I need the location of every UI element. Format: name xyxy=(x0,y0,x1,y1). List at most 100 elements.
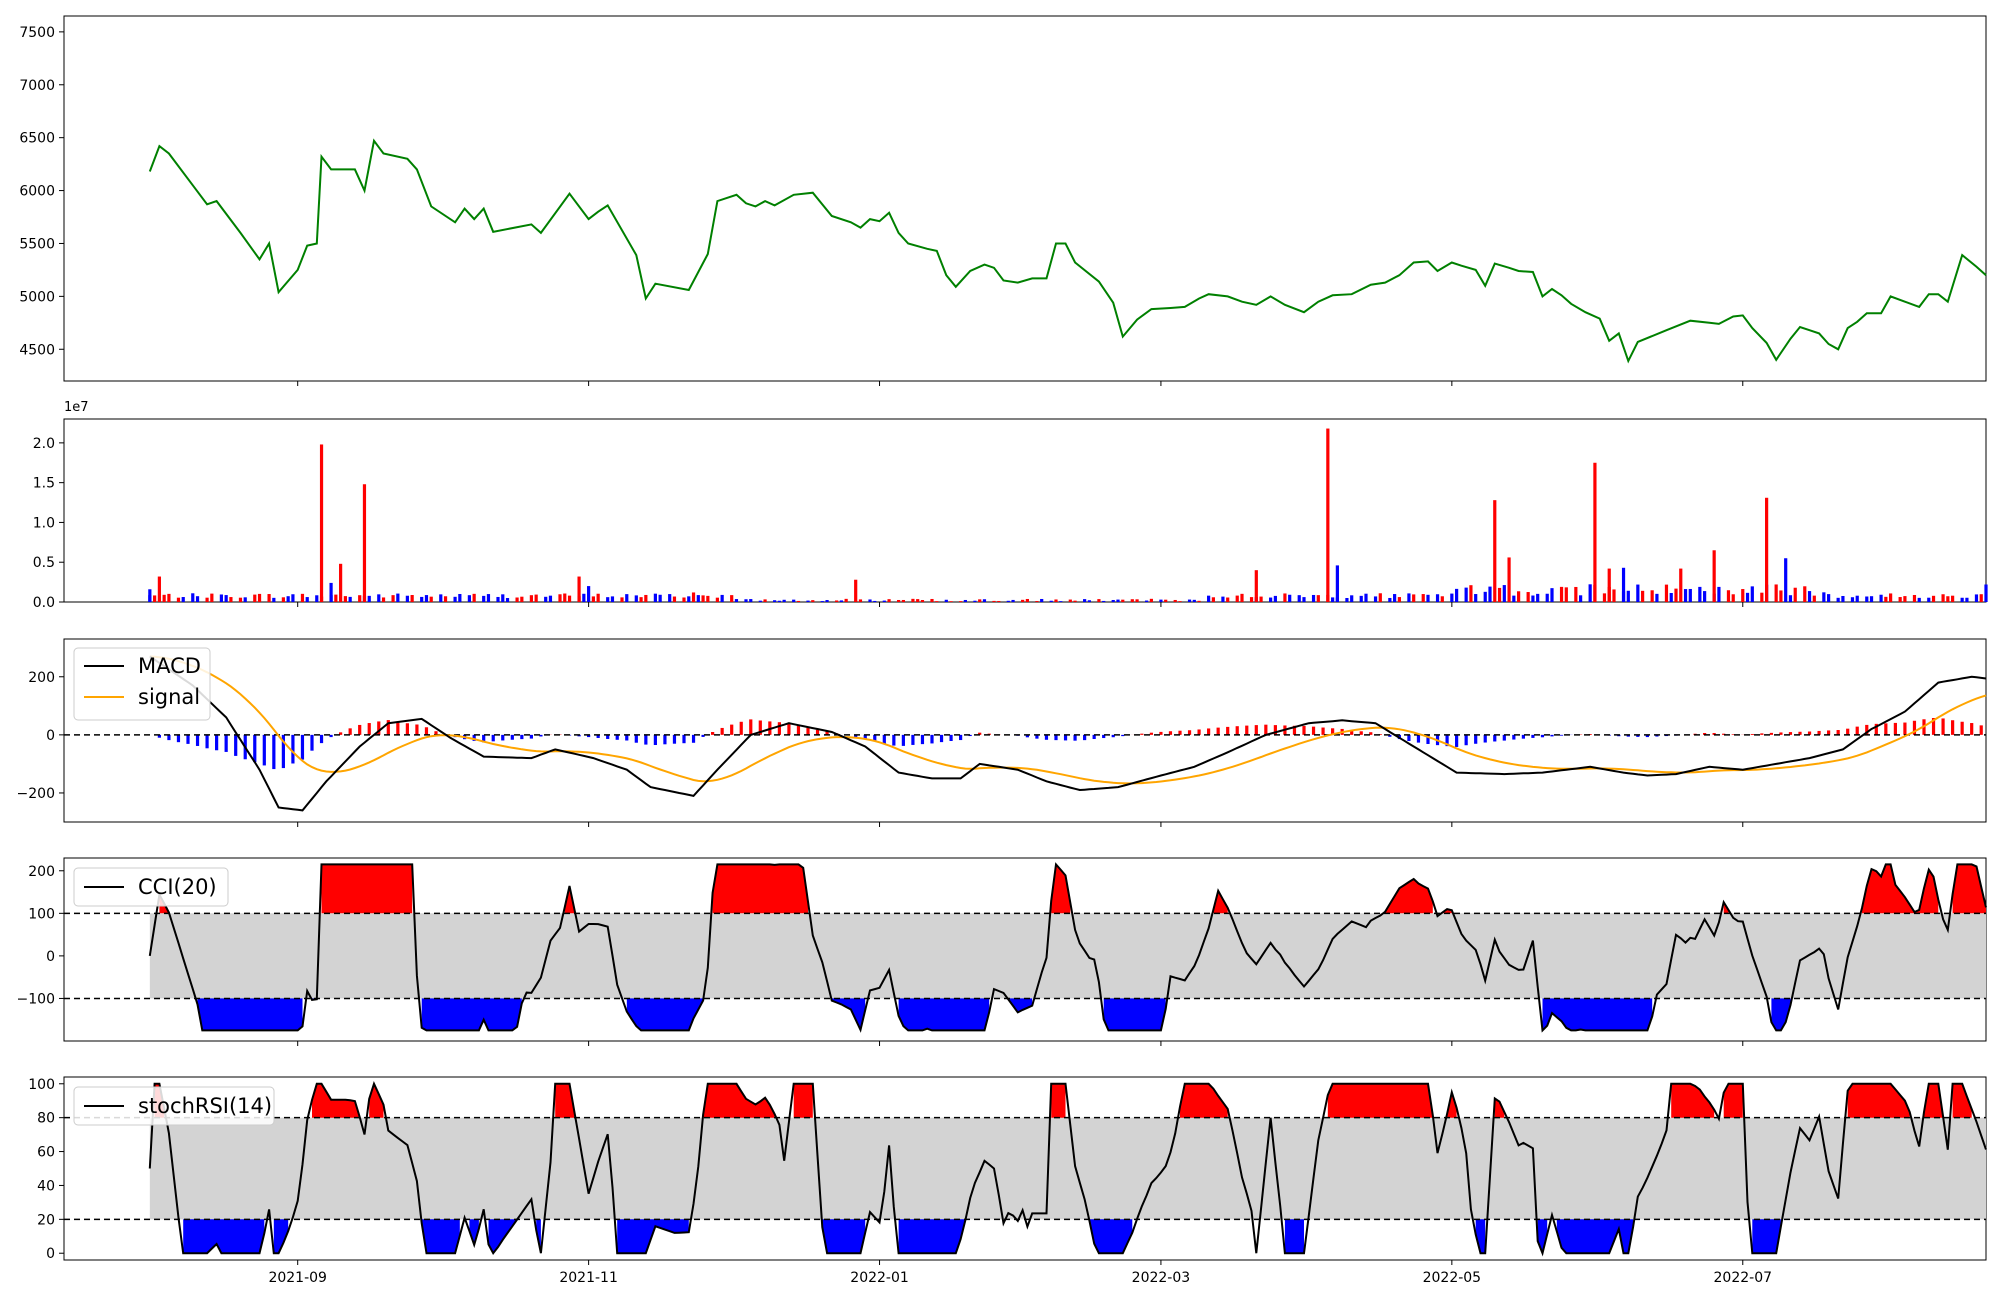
macd-histogram-bar xyxy=(1855,726,1859,735)
volume-bar xyxy=(1917,597,1921,602)
macd-histogram-bar xyxy=(596,734,600,738)
macd-histogram-bar xyxy=(787,722,791,735)
volume-bar xyxy=(997,600,1001,602)
volume-bar xyxy=(897,599,901,602)
macd-histogram-bar xyxy=(930,734,934,744)
volume-bar xyxy=(1979,594,1983,602)
volume-bar xyxy=(1741,589,1745,602)
volume-bar xyxy=(567,595,572,602)
macd-histogram-bar xyxy=(730,724,734,735)
cci-oversold-fill xyxy=(421,998,522,1031)
volume-bar xyxy=(472,593,476,602)
macd-histogram-bar xyxy=(1588,734,1592,735)
volume-bar xyxy=(1283,593,1287,602)
volume-ytick-label: 0.0 xyxy=(33,595,55,611)
volume-bar xyxy=(1097,599,1101,602)
volume-bar xyxy=(1412,594,1416,602)
macd-histogram-bar xyxy=(300,734,305,760)
volume-bar xyxy=(782,599,786,602)
cci-overbought-fill xyxy=(321,864,413,914)
macd-histogram-bar xyxy=(262,734,266,766)
cci-oversold-fill xyxy=(197,998,303,1031)
volume-bar xyxy=(424,595,429,602)
macd-histogram-bar xyxy=(1063,734,1068,741)
macd-panel: −200 0 200 MACD signal xyxy=(17,638,1987,827)
volume-bar xyxy=(1726,590,1731,602)
macd-histogram-bar xyxy=(167,734,171,741)
volume-bar xyxy=(658,594,662,602)
volume-bar xyxy=(1588,584,1592,602)
macd-histogram-bar xyxy=(348,728,352,735)
macd-histogram-bar xyxy=(587,734,591,738)
stochrsi-legend-label: stochRSI(14) xyxy=(138,1094,272,1118)
stochrsi-overbought-fill xyxy=(1447,1092,1457,1118)
volume-bar xyxy=(1192,599,1196,602)
volume-bar xyxy=(1655,593,1659,602)
volume-bar xyxy=(1669,593,1673,602)
stochrsi-oversold-fill xyxy=(617,1219,689,1254)
macd-histogram-bar xyxy=(1292,725,1297,735)
volume-bar xyxy=(959,601,963,602)
volume-bar xyxy=(1054,599,1058,602)
macd-histogram-bar xyxy=(825,731,829,735)
volume-bar xyxy=(381,597,386,602)
volume-bar xyxy=(587,586,591,602)
x-tick-label: 2022-07 xyxy=(1714,1270,1773,1286)
volume-bar xyxy=(1931,595,1936,602)
volume-bar xyxy=(319,444,324,602)
macd-histogram-bar xyxy=(482,734,486,743)
cci-legend-label: CCI(20) xyxy=(138,875,217,899)
volume-bar xyxy=(682,597,686,602)
volume-frame xyxy=(63,418,1987,603)
volume-bar xyxy=(1855,595,1859,602)
volume-bar xyxy=(1135,599,1139,602)
volume-bar xyxy=(520,596,524,602)
volume-bar xyxy=(1335,565,1339,602)
volume-panel: 0.0 0.5 1.0 1.5 2.0 1e7 xyxy=(33,400,1988,611)
volume-bar xyxy=(1951,595,1955,602)
volume-bar xyxy=(1903,596,1907,602)
volume-bar xyxy=(1249,597,1254,602)
volume-bar xyxy=(1745,592,1750,602)
cci-band xyxy=(149,913,1986,999)
volume-bar xyxy=(362,484,367,602)
cci-overbought-fill xyxy=(1385,879,1433,914)
volume-bar xyxy=(1703,591,1707,602)
stochrsi-ytick-label: 100 xyxy=(28,1077,55,1093)
volume-bar xyxy=(1545,593,1549,602)
volume-bar xyxy=(935,601,939,602)
volume-bar xyxy=(205,597,209,602)
volume-bar xyxy=(1226,597,1230,602)
macd-histogram-bar xyxy=(1359,731,1363,735)
macd-histogram-bar xyxy=(329,734,333,738)
macd-histogram-bar xyxy=(1168,731,1173,735)
macd-histogram-bar xyxy=(1321,727,1325,735)
macd-histogram-bar xyxy=(1712,733,1716,735)
macd-frame xyxy=(63,638,1987,823)
macd-histogram-bar xyxy=(739,721,743,735)
volume-offset-label: 1e7 xyxy=(64,400,89,415)
volume-bar xyxy=(153,595,157,602)
volume-bar xyxy=(1712,550,1716,602)
volume-bar xyxy=(1011,599,1015,602)
macd-histogram-bar xyxy=(224,734,228,752)
stochrsi-oversold-fill xyxy=(1089,1219,1133,1254)
volume-bar xyxy=(1812,595,1816,602)
volume-bar xyxy=(224,595,228,602)
macd-histogram-bar xyxy=(701,734,705,737)
volume-bar xyxy=(1450,593,1454,602)
volume-bar xyxy=(1474,594,1478,602)
volume-bar xyxy=(901,599,905,602)
macd-histogram-bar xyxy=(1502,734,1506,741)
volume-bar xyxy=(181,597,185,602)
macd-histogram-bar xyxy=(215,734,219,751)
volume-bar xyxy=(1331,597,1335,602)
macd-histogram-bar xyxy=(377,721,381,735)
volume-ytick-label: 1.5 xyxy=(33,476,55,492)
cci-legend-box xyxy=(73,867,229,907)
volume-bar xyxy=(1235,595,1239,602)
volume-bar xyxy=(806,600,810,602)
volume-bar xyxy=(825,600,829,602)
volume-bar xyxy=(257,593,262,602)
volume-bar xyxy=(978,599,982,602)
